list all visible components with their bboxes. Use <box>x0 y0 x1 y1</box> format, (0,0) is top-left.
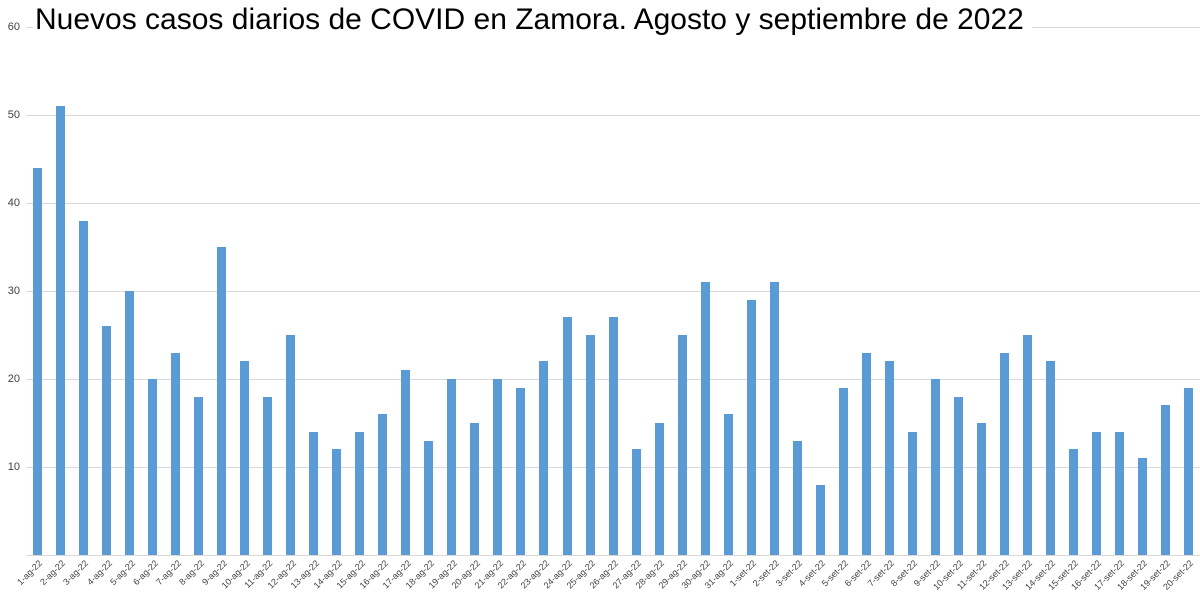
y-tick-label: 30 <box>7 285 20 297</box>
bar <box>769 282 779 555</box>
bar <box>930 379 940 555</box>
bar <box>470 423 480 555</box>
y-tick-label: 60 <box>7 21 20 33</box>
bar <box>125 291 135 555</box>
y-tick-label: 20 <box>7 373 20 385</box>
bar <box>815 484 825 555</box>
bar <box>516 387 526 555</box>
bar <box>493 379 503 555</box>
bar <box>447 379 457 555</box>
bar <box>907 431 917 555</box>
bar <box>700 282 710 555</box>
bar <box>746 299 756 555</box>
bar <box>56 106 65 555</box>
gridline <box>26 555 1200 556</box>
y-tick-label: 10 <box>7 461 20 473</box>
bar <box>33 167 42 555</box>
bar <box>631 449 641 555</box>
bar <box>1022 335 1032 555</box>
bar <box>401 370 411 555</box>
bar <box>723 414 733 555</box>
bar <box>1138 458 1147 555</box>
bar <box>79 220 88 555</box>
bar <box>1068 449 1078 555</box>
bar <box>286 335 296 555</box>
bar <box>148 379 158 555</box>
bar <box>953 396 963 555</box>
bar <box>562 317 572 555</box>
x-tick-label: 3-ag-22 <box>61 558 91 588</box>
bar <box>171 352 181 555</box>
bar <box>1045 361 1055 555</box>
bar <box>792 440 802 555</box>
bar <box>585 335 595 555</box>
y-tick-label: 40 <box>7 197 20 209</box>
bar <box>263 396 273 555</box>
bar <box>677 335 687 555</box>
bar <box>309 431 319 555</box>
bar <box>424 440 434 555</box>
bar <box>240 361 250 555</box>
bar <box>355 431 365 555</box>
x-tick-label: 4-ag-22 <box>84 558 114 588</box>
gridline <box>26 291 1200 292</box>
chart-title: Nuevos casos diarios de COVID en Zamora.… <box>33 1 1032 43</box>
bar <box>608 317 618 555</box>
bar <box>378 414 388 555</box>
bar <box>1184 387 1193 555</box>
gridline <box>26 115 1200 116</box>
bar <box>332 449 342 555</box>
bar <box>976 423 986 555</box>
bar <box>194 396 204 555</box>
bar <box>539 361 549 555</box>
bar <box>838 387 848 555</box>
bar <box>654 423 664 555</box>
bar <box>1091 431 1101 555</box>
y-tick-label: 50 <box>7 109 20 121</box>
bar <box>1161 405 1170 555</box>
bar <box>1114 431 1124 555</box>
gridline <box>26 203 1200 204</box>
bar <box>999 352 1009 555</box>
bar <box>861 352 871 555</box>
bar <box>102 326 112 555</box>
bar <box>884 361 894 555</box>
bar <box>217 247 227 555</box>
